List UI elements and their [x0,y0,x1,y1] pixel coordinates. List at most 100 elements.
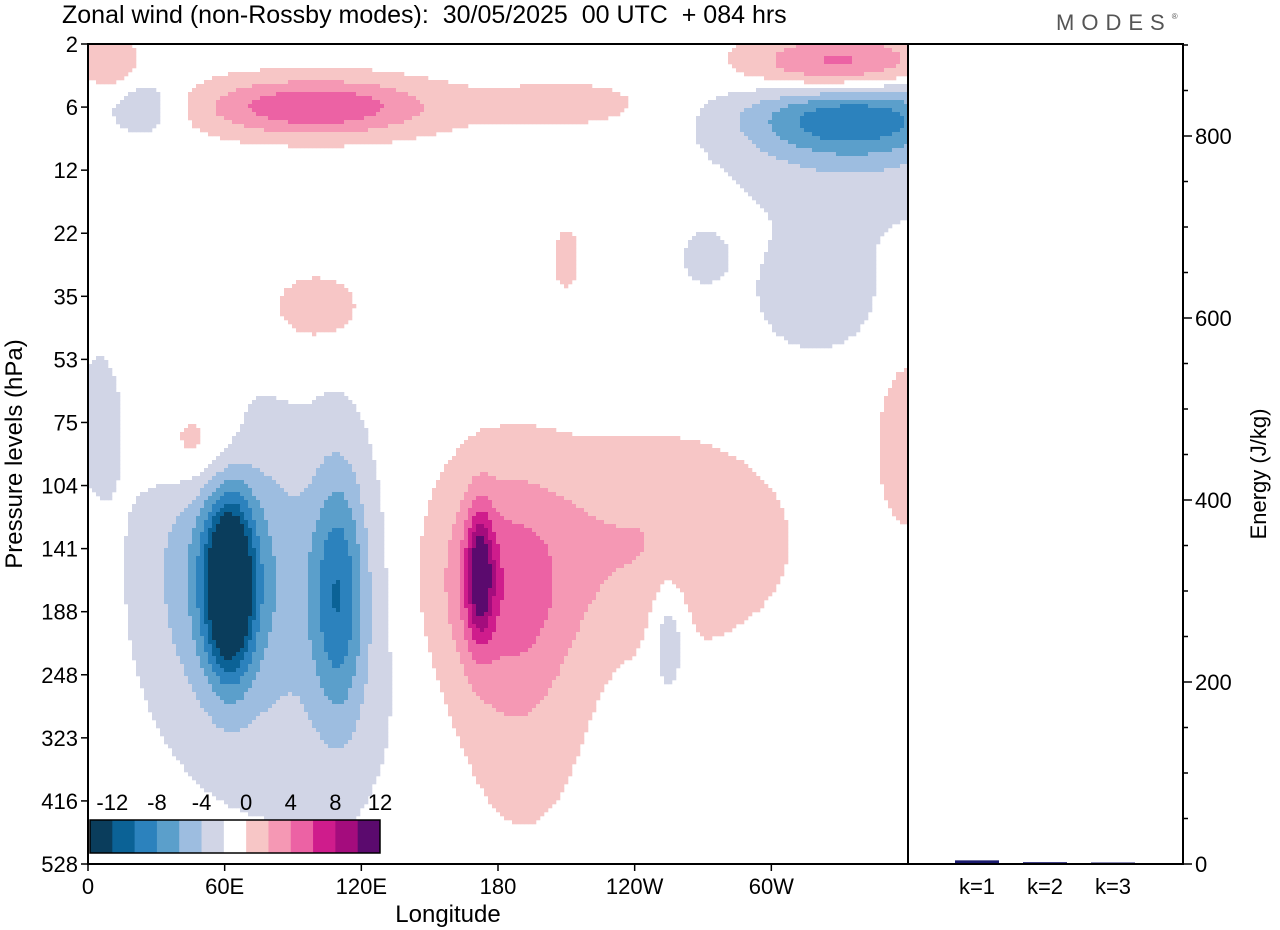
heat-cell [836,252,841,257]
heat-cell [128,56,133,61]
heat-cell [568,260,573,265]
heat-cell [864,220,869,225]
heat-cell [816,164,821,169]
heat-cell [384,100,389,105]
heat-cell [348,124,353,129]
heat-cell [304,100,309,105]
heat-cell [852,44,857,49]
heat-cell [768,288,773,293]
heat-cell [764,148,769,153]
heat-cell [280,140,285,145]
heat-cell [776,332,781,337]
heat-cell [344,124,349,129]
heat-cell [820,152,825,157]
heat-cell [108,384,113,389]
heat-cell [444,96,449,101]
heat-cell [304,80,309,85]
heat-cell [364,68,369,73]
heat-cell [324,300,329,305]
heat-cell [748,92,753,97]
heat-cell [116,396,121,401]
heat-cell [296,108,301,113]
heat-cell [460,124,465,129]
heat-cell [284,104,289,109]
heat-cell [564,116,569,121]
heat-cell [324,284,329,289]
heat-cell [544,104,549,109]
heat-cell [796,244,801,249]
heat-cell [772,44,777,49]
heat-cell [148,92,153,97]
heat-cell [196,104,201,109]
heat-cell [316,312,321,317]
heat-cell [860,196,865,201]
heat-cell [112,380,117,385]
heat-cell [608,112,613,117]
heat-cell [692,244,697,249]
heat-cell [104,56,109,61]
heat-cell [104,384,109,389]
heat-cell [816,184,821,189]
heat-cell [828,320,833,325]
heat-cell [856,208,861,213]
heat-cell [804,160,809,165]
heat-cell [848,196,853,201]
heat-cell [288,300,293,305]
heat-cell [320,136,325,141]
heat-cell [232,76,237,81]
heat-cell [712,276,717,281]
heat-cell [304,316,309,321]
heat-cell [484,104,489,109]
heat-cell [132,92,137,97]
heat-cell [800,160,805,165]
heat-cell [716,256,721,261]
heat-cell [600,100,605,105]
heat-cell [760,292,765,297]
heat-cell [192,124,197,129]
heat-cell [900,72,905,77]
heat-cell [424,96,429,101]
heat-cell [148,88,153,93]
heat-cell [788,92,793,97]
heat-cell [828,124,833,129]
heat-cell [752,172,757,177]
heat-cell [724,140,729,145]
heat-cell [752,176,757,181]
heat-cell [896,200,901,205]
heat-cell [820,324,825,329]
heat-cell [268,112,273,117]
heat-cell [724,264,729,269]
heat-cell [256,92,261,97]
heat-cell [708,120,713,125]
heat-cell [132,56,137,61]
heat-cell [796,56,801,61]
heat-cell [504,120,509,125]
heat-cell [840,160,845,165]
heat-cell [788,292,793,297]
chart-title: Zonal wind (non-Rossby modes): 30/05/202… [62,1,787,29]
heat-cell [836,116,841,121]
heat-cell [812,164,817,169]
heat-cell [852,284,857,289]
heat-cell [552,88,557,93]
heat-cell [836,60,841,65]
heat-cell [100,384,105,389]
heat-cell [796,288,801,293]
heat-cell [376,108,381,113]
heat-cell [528,88,533,93]
heat-cell [732,156,737,161]
heat-cell [836,144,841,149]
heat-cell [552,108,557,113]
heat-cell [316,284,321,289]
heat-cell [784,108,789,113]
heat-cell [900,128,905,133]
heat-cell [808,56,813,61]
heat-cell [108,376,113,381]
heat-cell [372,132,377,137]
heat-cell [872,44,877,49]
heat-cell [712,236,717,241]
heat-cell [800,304,805,309]
heat-cell [304,292,309,297]
heat-cell [776,280,781,285]
heat-cell [224,80,229,85]
